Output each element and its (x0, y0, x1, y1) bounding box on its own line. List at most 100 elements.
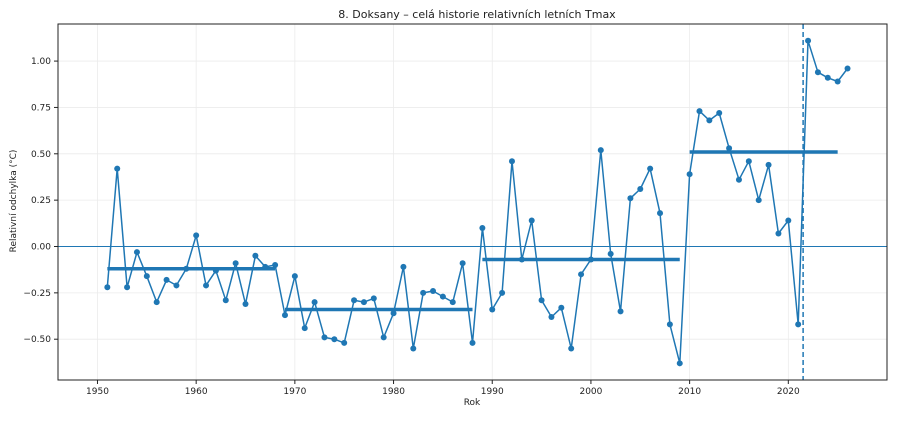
x-tick-label: 1990 (481, 387, 504, 397)
data-point (143, 273, 150, 280)
data-point (173, 282, 180, 289)
data-point (686, 171, 693, 178)
x-tick-label: 1970 (283, 387, 306, 397)
x-tick-label: 1960 (185, 387, 208, 397)
x-tick-label: 1950 (86, 387, 109, 397)
data-point (696, 108, 703, 115)
data-point (548, 313, 555, 320)
data-point (657, 210, 664, 217)
data-point (232, 260, 239, 267)
data-point (844, 65, 851, 72)
y-tick-label: −0.50 (23, 335, 51, 345)
data-point (775, 230, 782, 237)
data-point (439, 293, 446, 300)
data-point (597, 147, 604, 154)
data-point (528, 217, 535, 224)
data-point (518, 256, 525, 263)
data-point (558, 304, 565, 311)
data-point (666, 321, 673, 328)
data-point (203, 282, 210, 289)
data-point (578, 271, 585, 278)
x-tick-label: 2010 (678, 387, 701, 397)
y-tick-label: 0.00 (31, 243, 51, 253)
plot-frame (57, 23, 888, 381)
data-point (114, 165, 121, 172)
data-point (222, 297, 229, 304)
data-point (400, 263, 407, 270)
data-point (716, 110, 723, 116)
data-point (163, 276, 170, 283)
data-point (272, 262, 279, 269)
data-point (568, 345, 575, 352)
data-point (281, 312, 288, 319)
data-point (380, 334, 387, 341)
data-point (183, 265, 190, 272)
data-point (637, 186, 644, 193)
data-point (824, 74, 831, 81)
data-point (607, 250, 614, 257)
data-point (242, 300, 249, 307)
data-point (410, 345, 417, 352)
data-point (499, 289, 506, 296)
data-point (370, 295, 377, 302)
data-point (508, 158, 515, 165)
y-tick-label: 1.00 (31, 57, 51, 67)
data-point (814, 69, 821, 76)
series (104, 37, 851, 367)
x-tick-label: 2020 (777, 387, 800, 397)
data-point (765, 161, 772, 168)
data-point (795, 321, 802, 328)
data-point (627, 195, 634, 202)
data-point (133, 249, 140, 256)
data-point (153, 299, 160, 306)
grid (58, 24, 887, 380)
data-point (212, 267, 219, 274)
data-point (735, 176, 742, 183)
data-point (193, 232, 200, 239)
data-point (390, 310, 397, 317)
x-axis-title: Rok (464, 398, 481, 408)
reference-lines (58, 24, 887, 380)
axes: 1950 1960 1970 1980 1990 2000 2010 2020 −0.50 −0.… (23, 23, 888, 397)
data-point (351, 297, 358, 304)
data-point (834, 78, 841, 85)
data-point (805, 37, 812, 44)
data-point (331, 336, 338, 343)
x-tick-label: 1980 (382, 387, 405, 397)
data-point (755, 197, 762, 204)
data-point (341, 339, 348, 346)
data-point (449, 299, 456, 306)
data-point (706, 117, 713, 124)
data-point (104, 284, 111, 291)
series-line (106, 39, 849, 365)
data-point (538, 297, 545, 304)
data-point (124, 284, 131, 291)
data-point (587, 256, 594, 263)
chart-title: 8. Doksany – celá historie relativních l… (338, 8, 616, 21)
data-point (311, 299, 318, 306)
data-point (291, 273, 298, 280)
y-tick-label: 0.25 (31, 196, 51, 206)
data-point (745, 158, 752, 165)
data-point (469, 339, 476, 346)
data-point (420, 289, 427, 296)
y-tick-label: −0.25 (23, 289, 51, 299)
data-point (489, 306, 496, 313)
data-point (676, 360, 683, 367)
y-axis-title: Relativní odchylka (°C) (9, 150, 19, 253)
data-point (252, 252, 259, 259)
data-point (647, 165, 654, 172)
y-tick-label: 0.75 (31, 103, 51, 113)
data-point (301, 325, 308, 332)
data-point (459, 260, 466, 267)
data-point (262, 263, 269, 270)
data-point (726, 145, 733, 152)
data-point (360, 299, 367, 306)
data-point (430, 288, 437, 294)
x-tick-label: 2000 (579, 387, 602, 397)
data-point (479, 224, 486, 231)
data-point (617, 308, 624, 315)
y-tick-label: 0.50 (31, 150, 51, 160)
